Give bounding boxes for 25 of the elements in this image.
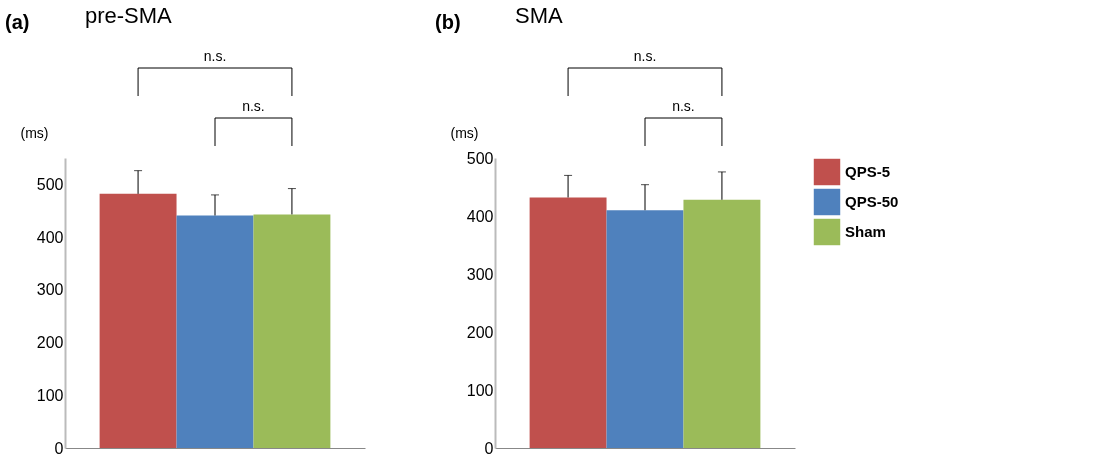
text: (a) — [5, 11, 30, 33]
y-tick-label: 500 — [466, 149, 494, 167]
y-tick-label: 400 — [36, 228, 64, 246]
y-tick-label: 400 — [466, 207, 494, 225]
y-tick-label: 200 — [466, 323, 494, 341]
y-tick-label: 300 — [36, 281, 64, 299]
text: n.s. — [242, 98, 265, 114]
text: n.s. — [672, 98, 695, 114]
y-tick-label: 0 — [54, 439, 64, 457]
chart-title: SMA — [515, 3, 563, 28]
y-tick-label: 200 — [36, 334, 64, 352]
legend-label: Sham — [845, 223, 886, 240]
y-tick-label: 300 — [466, 265, 494, 283]
y-tick-label: 500 — [36, 175, 64, 193]
legend-label: QPS-50 — [845, 193, 899, 210]
text: n.s. — [203, 48, 227, 64]
chart-title: pre-SMA — [85, 3, 173, 28]
text: n.s. — [633, 48, 657, 64]
legend-label: QPS-5 — [845, 163, 891, 180]
y-tick-label: 100 — [36, 386, 64, 404]
y-tick-label: 100 — [466, 381, 494, 399]
y-axis-title: (ms) — [20, 124, 49, 141]
y-axis-title: (ms) — [450, 124, 479, 141]
y-tick-label: 0 — [484, 439, 494, 457]
text: (b) — [435, 11, 461, 33]
